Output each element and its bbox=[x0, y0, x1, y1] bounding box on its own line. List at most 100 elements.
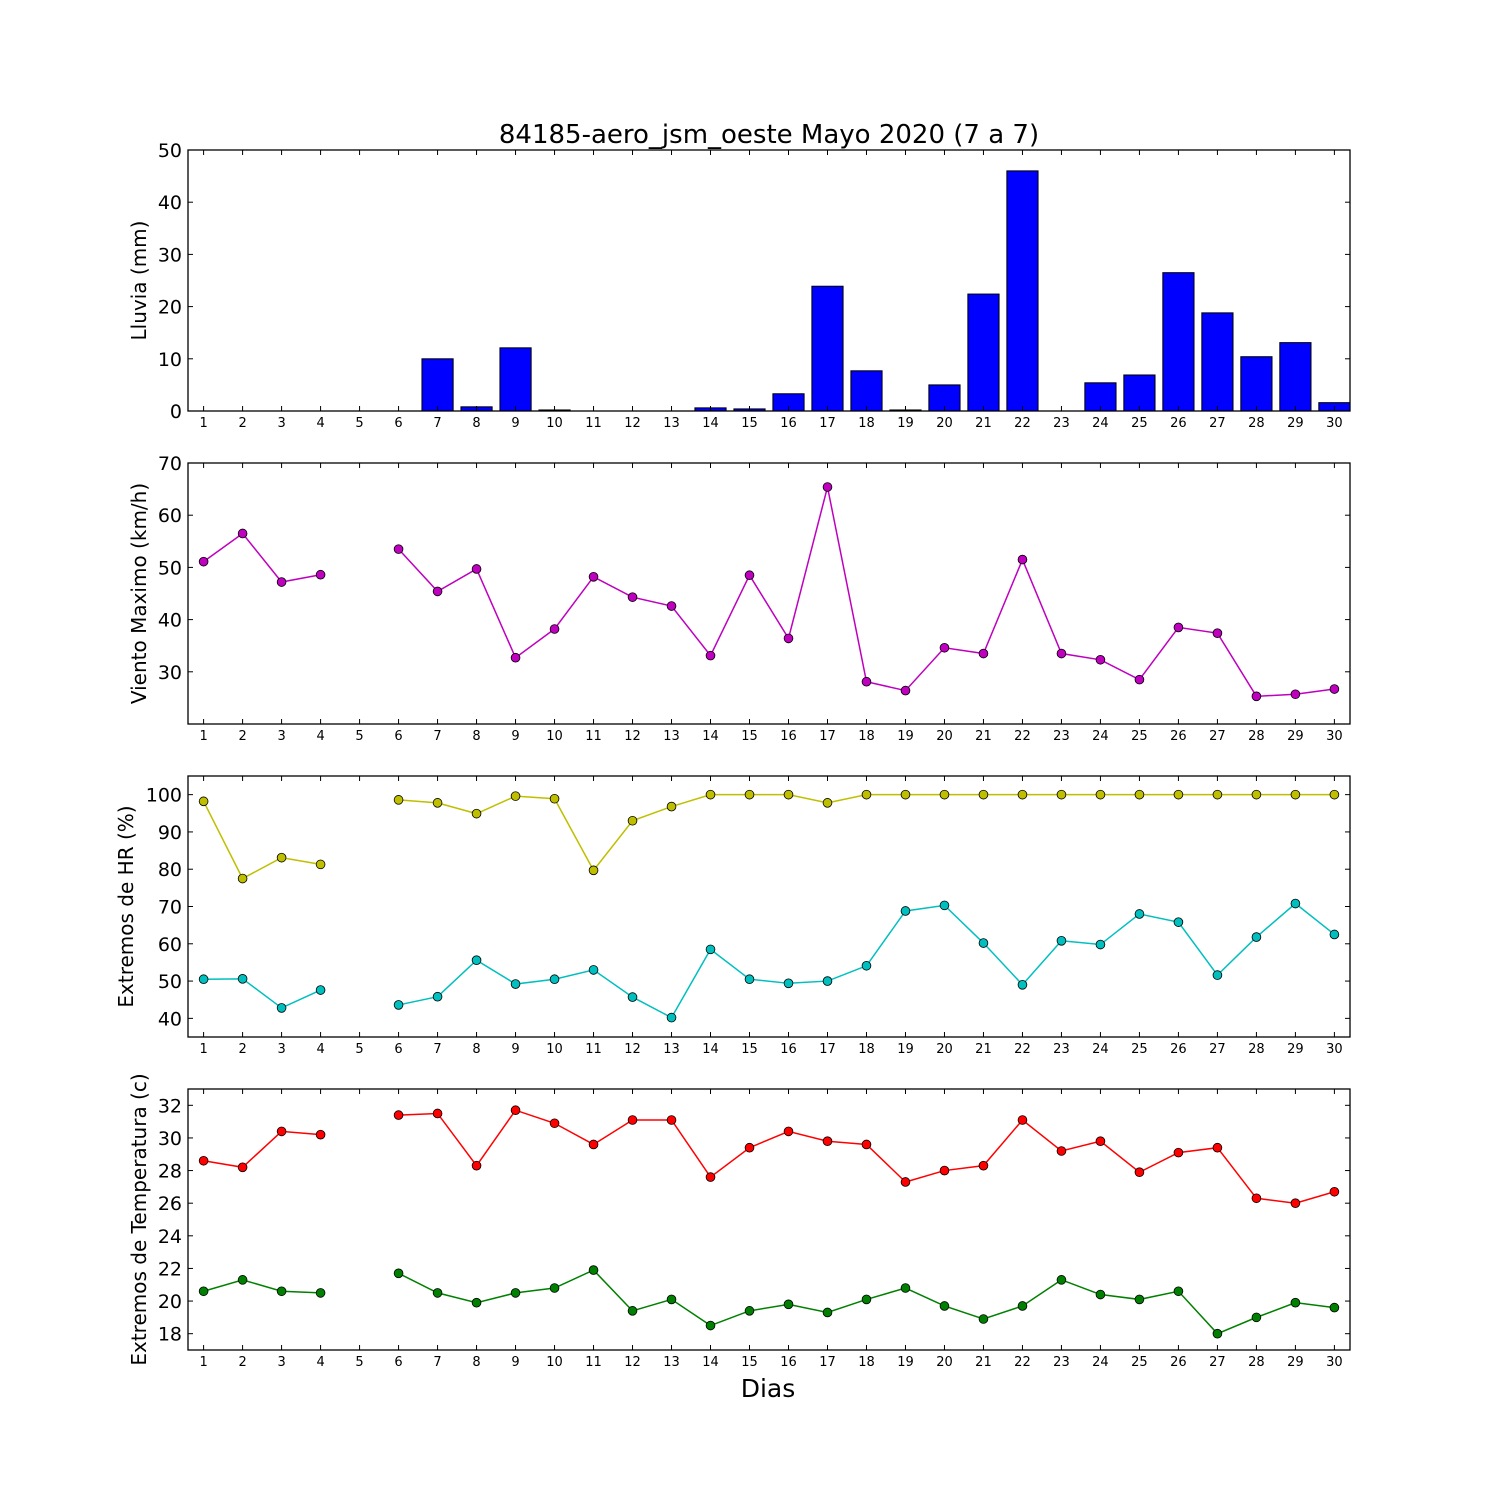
x-tick-label: 23 bbox=[1053, 1042, 1070, 1057]
x-tick-label: 18 bbox=[858, 416, 875, 431]
y-tick-label: 20 bbox=[158, 297, 182, 319]
bar-day-7 bbox=[421, 358, 454, 412]
x-tick-label: 25 bbox=[1131, 1355, 1148, 1370]
bar-day-28 bbox=[1240, 356, 1273, 412]
point-day-6 bbox=[393, 1268, 404, 1279]
point-day-21 bbox=[978, 1314, 989, 1324]
x-tick-label: 16 bbox=[780, 1042, 797, 1057]
x-tick-label: 4 bbox=[316, 1042, 324, 1057]
point-day-8 bbox=[471, 564, 482, 574]
point-day-26 bbox=[1173, 789, 1184, 800]
x-tick-label: 17 bbox=[819, 416, 836, 431]
x-tick-label: 12 bbox=[624, 729, 641, 744]
point-day-29 bbox=[1290, 689, 1301, 700]
x-tick-label: 18 bbox=[858, 1355, 875, 1370]
x-tick-label: 12 bbox=[624, 416, 641, 431]
x-tick-label: 28 bbox=[1248, 416, 1265, 431]
x-tick-label: 5 bbox=[355, 1042, 363, 1057]
series-1 bbox=[198, 482, 1340, 702]
x-tick-label: 29 bbox=[1287, 1042, 1304, 1057]
point-day-8 bbox=[471, 808, 482, 819]
point-day-9 bbox=[510, 1288, 521, 1298]
point-day-25 bbox=[1134, 909, 1145, 919]
x-tick-label: 27 bbox=[1209, 729, 1226, 744]
panel-1: 1 2 3 4 5 6 7 8 9 10 11 12 13 14 15 16 17 18 19 20 21 22 23 24 2… bbox=[127, 140, 1351, 431]
x-tick-label: 10 bbox=[546, 729, 563, 744]
x-tick-label: 10 bbox=[546, 1042, 563, 1057]
x-tick-label: 17 bbox=[819, 1355, 836, 1370]
point-day-8 bbox=[471, 955, 482, 965]
x-tick-label: 1 bbox=[199, 416, 207, 431]
point-day-7 bbox=[432, 991, 443, 1002]
point-day-21 bbox=[978, 938, 989, 948]
point-day-4 bbox=[315, 859, 326, 870]
point-day-27 bbox=[1212, 1142, 1223, 1153]
point-day-24 bbox=[1095, 654, 1106, 665]
x-tick-label: 15 bbox=[741, 1042, 758, 1057]
point-day-26 bbox=[1173, 622, 1184, 633]
point-day-20 bbox=[939, 900, 950, 911]
x-tick-label: 13 bbox=[663, 1042, 680, 1057]
point-day-6 bbox=[393, 1110, 404, 1120]
point-day-17 bbox=[822, 798, 833, 808]
y-tick-label: 50 bbox=[158, 140, 182, 162]
x-tick-label: 29 bbox=[1287, 416, 1304, 431]
x-tick-label: 2 bbox=[238, 416, 246, 431]
point-day-17 bbox=[822, 482, 833, 492]
x-tick-label: 7 bbox=[433, 1042, 441, 1057]
point-day-28 bbox=[1251, 691, 1262, 702]
point-day-18 bbox=[861, 676, 872, 687]
x-tick-label: 23 bbox=[1053, 729, 1070, 744]
x-tick-label: 6 bbox=[394, 729, 402, 744]
x-tick-label: 21 bbox=[975, 729, 992, 744]
x-tick-label: 9 bbox=[511, 729, 519, 744]
point-day-7 bbox=[432, 798, 443, 808]
y-axis-label: Extremos de Temperatura (c) bbox=[127, 1073, 151, 1365]
panel-frame bbox=[187, 462, 1351, 725]
x-tick-label: 12 bbox=[624, 1355, 641, 1370]
point-day-16 bbox=[783, 1299, 794, 1310]
x-tick-label: 22 bbox=[1014, 729, 1031, 744]
bar-day-17 bbox=[811, 285, 844, 412]
point-day-22 bbox=[1017, 1115, 1028, 1125]
x-tick-label: 20 bbox=[936, 416, 953, 431]
x-tick-label: 27 bbox=[1209, 1042, 1226, 1057]
y-tick-label: 20 bbox=[158, 1291, 182, 1313]
panel-3: 1 2 3 4 5 6 7 8 9 10 11 12 13 14 15 16 17 18 19 20 21 22 23 24 2… bbox=[114, 775, 1351, 1057]
point-day-25 bbox=[1134, 1167, 1145, 1177]
x-tick-label: 1 bbox=[199, 1042, 207, 1057]
point-day-7 bbox=[432, 1108, 443, 1119]
x-tick-label: 9 bbox=[511, 1355, 519, 1370]
x-tick-label: 10 bbox=[546, 416, 563, 431]
x-tick-label: 13 bbox=[663, 729, 680, 744]
x-tick-label: 16 bbox=[780, 416, 797, 431]
bar-day-29 bbox=[1279, 342, 1312, 412]
point-day-17 bbox=[822, 1307, 833, 1318]
x-tick-label: 9 bbox=[511, 416, 519, 431]
x-tick-label: 3 bbox=[277, 729, 285, 744]
x-tick-label: 7 bbox=[433, 729, 441, 744]
x-tick-label: 4 bbox=[316, 416, 324, 431]
point-day-6 bbox=[393, 1000, 404, 1010]
y-tick-label: 26 bbox=[158, 1193, 182, 1215]
point-day-24 bbox=[1095, 1289, 1106, 1300]
point-day-11 bbox=[588, 965, 599, 975]
x-tick-label: 24 bbox=[1092, 729, 1109, 744]
x-tick-label: 8 bbox=[472, 1042, 480, 1057]
x-tick-label: 26 bbox=[1170, 729, 1187, 744]
series-line-segment bbox=[202, 801, 321, 880]
x-tick-label: 15 bbox=[741, 416, 758, 431]
point-day-21 bbox=[978, 648, 989, 659]
point-day-2 bbox=[237, 974, 248, 984]
x-tick-label: 20 bbox=[936, 729, 953, 744]
point-day-28 bbox=[1251, 789, 1262, 800]
point-day-3 bbox=[276, 852, 287, 863]
x-tick-label: 14 bbox=[702, 1355, 719, 1370]
x-tick-label: 7 bbox=[433, 416, 441, 431]
y-tick-label: 10 bbox=[158, 349, 182, 371]
point-day-8 bbox=[471, 1297, 482, 1308]
point-day-9 bbox=[510, 791, 521, 801]
point-day-1 bbox=[198, 1286, 209, 1297]
x-tick-label: 13 bbox=[663, 416, 680, 431]
